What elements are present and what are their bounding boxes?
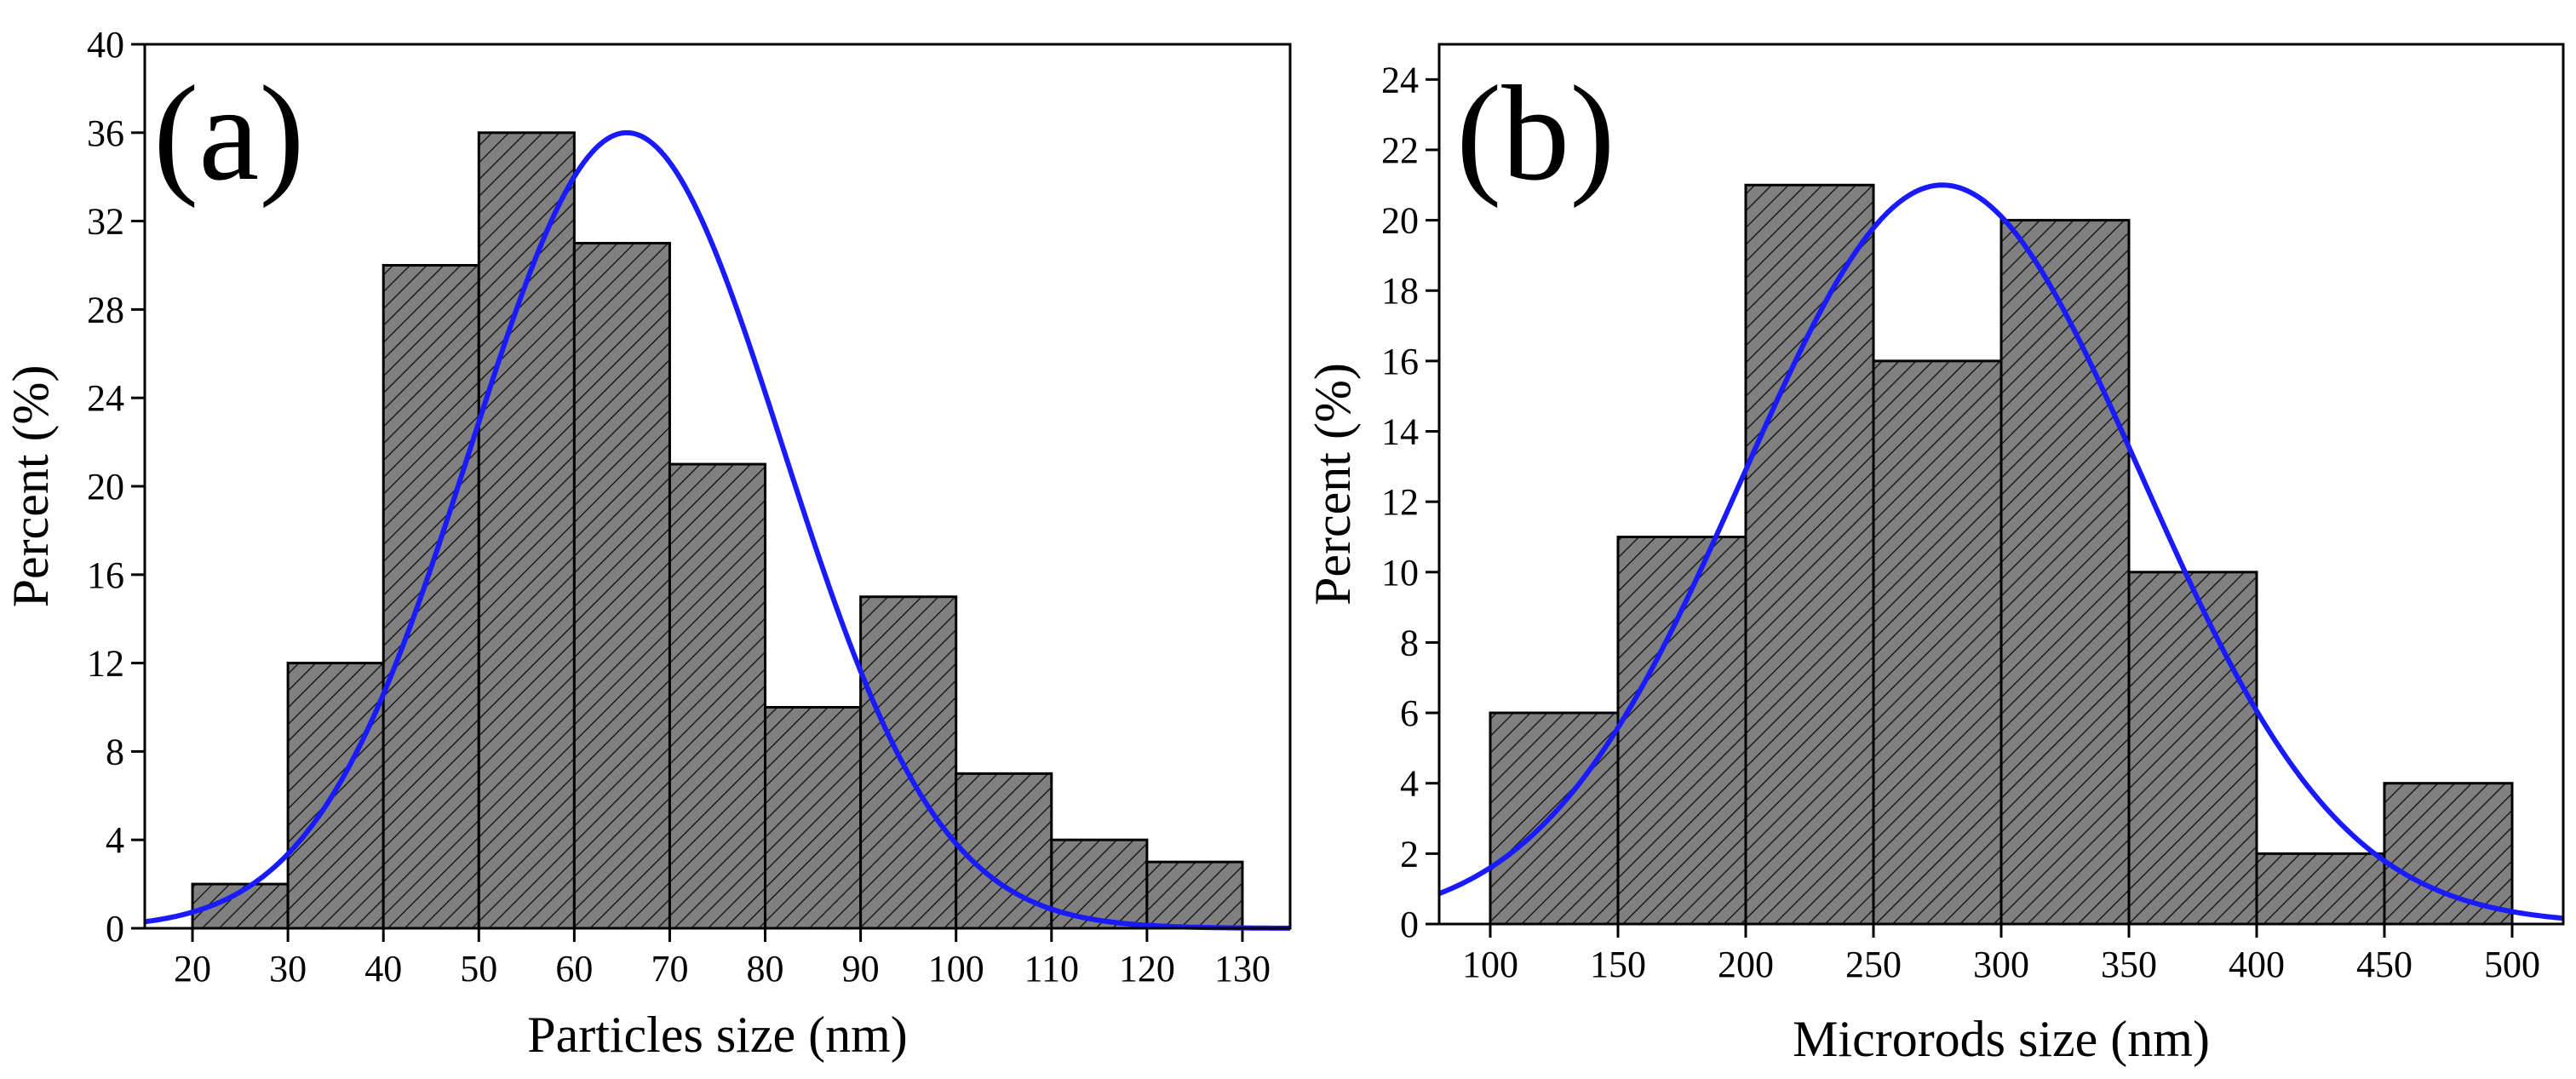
x-tick-label: 200 <box>1718 944 1774 985</box>
panel-a-y-axis: 0 4 8 12 16 20 24 28 32 36 40 <box>87 24 145 950</box>
histogram-bar <box>859 595 958 930</box>
x-tick-label: 150 <box>1590 944 1646 985</box>
y-tick-label: 6 <box>1400 692 1419 734</box>
histogram-bar <box>1744 183 1875 926</box>
y-tick-label: 4 <box>1400 763 1419 805</box>
x-tick-label: 250 <box>1845 944 1902 985</box>
y-tick-label: 40 <box>87 24 124 66</box>
y-tick-label: 8 <box>1400 622 1419 663</box>
x-tick-label: 400 <box>2229 944 2285 985</box>
y-tick-label: 24 <box>1381 59 1419 100</box>
histogram-bar <box>382 264 480 930</box>
histogram-bar <box>668 462 767 930</box>
x-tick-label: 130 <box>1214 948 1271 990</box>
y-tick-label: 10 <box>1381 552 1419 594</box>
y-tick-label: 36 <box>87 112 124 154</box>
x-tick-label: 350 <box>2101 944 2157 985</box>
histogram-bar <box>1999 219 2131 926</box>
x-tick-label: 450 <box>2356 944 2412 985</box>
x-tick-label: 110 <box>1024 948 1079 990</box>
y-tick-label: 32 <box>87 201 124 243</box>
histogram-bar <box>764 706 863 930</box>
x-tick-label: 50 <box>460 948 497 990</box>
x-tick-label: 70 <box>651 948 688 990</box>
histogram-bar <box>1145 860 1244 930</box>
panel-a-x-axis-title: Particles size (nm) <box>527 1007 908 1063</box>
y-tick-label: 18 <box>1381 270 1419 312</box>
x-tick-label: 80 <box>747 948 784 990</box>
histogram-bar <box>1872 359 2003 926</box>
histogram-bar <box>286 662 385 930</box>
histogram-bar <box>1616 535 1747 926</box>
y-tick-label: 0 <box>106 908 124 950</box>
y-tick-label: 2 <box>1400 833 1419 875</box>
x-tick-label: 60 <box>555 948 593 990</box>
panel-a-label: (a) <box>153 57 305 209</box>
panel-a-plot-frame <box>143 43 1292 930</box>
y-tick-label: 16 <box>1381 341 1419 382</box>
y-tick-label: 16 <box>87 554 124 596</box>
x-tick-label: 300 <box>1973 944 2029 985</box>
x-tick-label: 40 <box>364 948 402 990</box>
panel-b-x-axis-title: Microrods size (nm) <box>1793 1011 2210 1067</box>
panel-a-gaussian-fit <box>144 129 1291 931</box>
panel-a-bars <box>191 131 1244 930</box>
x-tick-label: 100 <box>1462 944 1518 985</box>
histogram-bar <box>2127 571 2258 926</box>
x-tick-label: 90 <box>842 948 880 990</box>
y-tick-label: 4 <box>106 819 124 861</box>
histogram-bar <box>2383 782 2514 926</box>
histogram-bar <box>2255 852 2386 926</box>
panel-a-y-axis-title: Percent (%) <box>3 365 59 608</box>
panel-a-chart: 0 4 8 12 16 20 24 28 32 36 40 20 30 40 50 60 70 80 90 100 1… <box>3 24 1292 1063</box>
y-tick-label: 20 <box>87 466 124 508</box>
panel-b-gaussian-fit <box>1437 182 2564 921</box>
y-tick-label: 22 <box>1381 129 1419 171</box>
panel-b-plot-frame <box>1437 43 2565 926</box>
panel-b-x-axis: 100 150 200 250 300 350 400 450 500 <box>1462 924 2540 985</box>
y-tick-label: 12 <box>87 643 124 685</box>
panel-b-label: (b) <box>1456 57 1615 209</box>
y-tick-label: 12 <box>1381 481 1419 523</box>
x-tick-label: 500 <box>2484 944 2540 985</box>
x-tick-label: 120 <box>1119 948 1175 990</box>
y-tick-label: 20 <box>1381 200 1419 242</box>
x-tick-label: 20 <box>174 948 211 990</box>
histogram-bar <box>572 242 671 930</box>
y-tick-label: 24 <box>87 377 124 419</box>
x-tick-label: 30 <box>269 948 307 990</box>
panel-b-y-axis-title: Percent (%) <box>1305 363 1361 606</box>
panel-a-x-axis: 20 30 40 50 60 70 80 90 100 110 120 130 <box>174 928 1271 990</box>
y-tick-label: 8 <box>106 731 124 772</box>
y-tick-label: 14 <box>1381 411 1419 453</box>
histogram-bar <box>1489 711 1620 926</box>
y-tick-label: 0 <box>1400 904 1419 945</box>
panel-b-bars <box>1489 183 2514 926</box>
histogram-bar <box>477 131 576 930</box>
x-tick-label: 100 <box>928 948 984 990</box>
y-tick-label: 28 <box>87 289 124 330</box>
